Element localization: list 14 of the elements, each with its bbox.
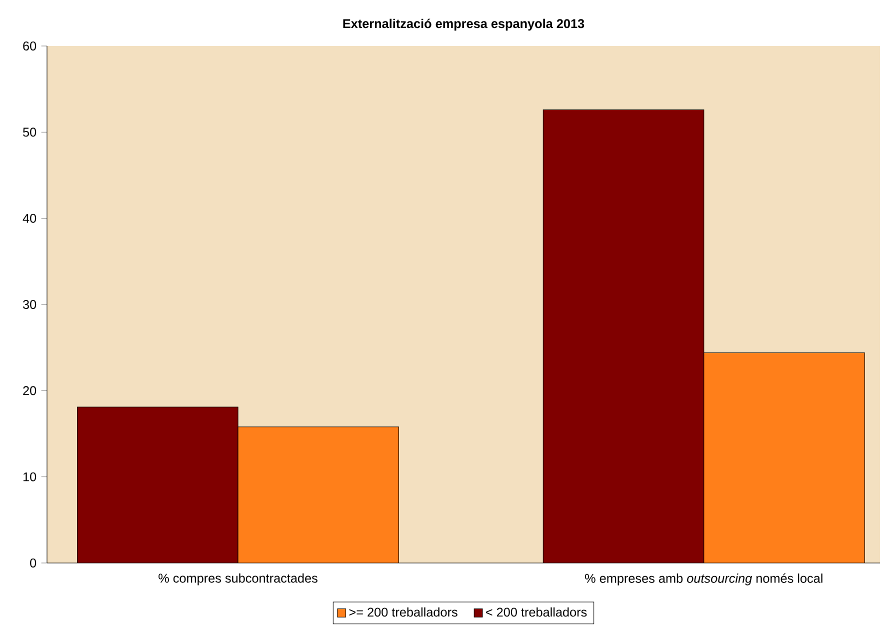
y-tick-label: 30 (23, 300, 36, 309)
chart-title: Externalització empresa espanyola 2013 (343, 18, 584, 31)
legend-label: >= 200 treballadors (349, 607, 458, 617)
y-tick-label: 60 (23, 42, 36, 50)
bar (542, 109, 704, 563)
y-tick-label: 50 (23, 128, 36, 137)
legend-label: < 200 treballadors (486, 607, 587, 617)
x-tick-label: % empreses amb outsourcing només local (585, 573, 822, 586)
y-tick-label: 40 (22, 214, 36, 223)
bar (77, 407, 238, 563)
y-tick-label: 10 (23, 472, 36, 482)
y-tick-label: 20 (23, 386, 36, 396)
x-tick-label: % compres subcontractades (158, 573, 318, 586)
y-tick-label: 0 (30, 558, 36, 568)
